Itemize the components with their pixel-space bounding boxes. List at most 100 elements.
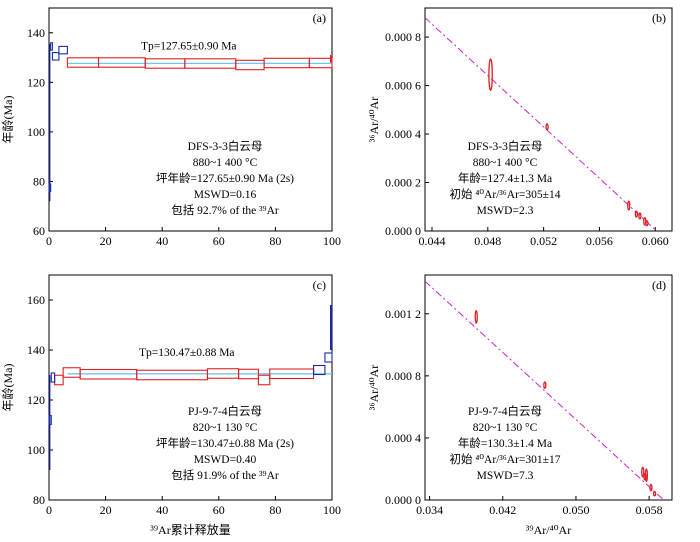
data-ellipse bbox=[638, 212, 642, 220]
plateau-step bbox=[54, 374, 64, 386]
plateau-step bbox=[136, 369, 209, 381]
plateau-step bbox=[66, 57, 100, 68]
y-axis-label: 年龄(Ma) bbox=[1, 364, 15, 412]
annotation-line: 820~1 130 °C bbox=[473, 422, 538, 434]
data-ellipse bbox=[649, 483, 653, 492]
panel-label: (c) bbox=[313, 278, 326, 292]
excluded-step bbox=[50, 42, 53, 51]
plateau-label: Tp=130.47±0.88 Ma bbox=[139, 347, 235, 359]
excluded-step bbox=[324, 352, 333, 363]
excluded-step bbox=[50, 372, 56, 383]
plot-frame bbox=[424, 274, 673, 501]
x-tick-label: 0.048 bbox=[474, 234, 501, 248]
data-ellipse bbox=[545, 123, 549, 131]
x-tick-label: 0 bbox=[46, 503, 52, 517]
annotation-line: MSWD=2.3 bbox=[477, 205, 534, 217]
annotation-line: MSWD=7.3 bbox=[477, 470, 534, 482]
annotation-line: DFS-3-3白云母 bbox=[468, 139, 543, 153]
x-tick-label: 0.056 bbox=[586, 234, 613, 248]
plot-frame bbox=[48, 7, 333, 232]
annotation-line: DFS-3-3白云母 bbox=[188, 139, 263, 153]
x-axis-label: ³⁹Ar/⁴⁰Ar bbox=[526, 523, 571, 537]
y-tick-label: 0.000 8 bbox=[385, 30, 421, 44]
x-axis-label: ³⁹Ar累计释放量 bbox=[150, 522, 230, 537]
y-tick-label: 0.001 2 bbox=[385, 307, 421, 321]
y-tick-label: 0.000 8 bbox=[385, 369, 421, 383]
plateau-step bbox=[235, 59, 265, 71]
annotation-line: 880~1 400 °C bbox=[193, 157, 258, 169]
data-ellipse bbox=[627, 200, 631, 211]
annotation-line: 包括 92.7% of the ³⁹Ar bbox=[171, 203, 279, 217]
x-tick-label: 0.034 bbox=[416, 503, 443, 517]
annotation-line: PJ-9-7-4白云母 bbox=[468, 404, 542, 418]
x-tick-label: 0.050 bbox=[562, 503, 589, 517]
y-axis-label: ³⁶Ar/⁴⁰Ar bbox=[367, 365, 381, 410]
panel-b: 0.044 0.048 0.052 0.056 0.060 0.000 0 0.000 2 0… bbox=[367, 7, 673, 248]
x-tick-label: 100 bbox=[323, 234, 341, 248]
plot-frame bbox=[48, 274, 333, 501]
y-tick-label: 60 bbox=[33, 224, 45, 238]
x-tick-label: 100 bbox=[323, 503, 341, 517]
annotation-line: 包括 91.9% of the ³⁹Ar bbox=[171, 468, 279, 482]
panel-label: (a) bbox=[313, 11, 326, 25]
x-tick-label: 40 bbox=[156, 503, 168, 517]
isochron-fit-line bbox=[424, 280, 665, 501]
annotation-line: PJ-9-7-4白云母 bbox=[188, 404, 262, 418]
data-ellipse bbox=[474, 310, 478, 324]
x-tick-label: 20 bbox=[100, 234, 112, 248]
x-tick-label: 20 bbox=[100, 503, 112, 517]
panel-label: (b) bbox=[652, 11, 666, 25]
y-tick-label: 0.000 6 bbox=[385, 79, 421, 93]
y-tick-label: 0.000 4 bbox=[385, 431, 421, 445]
x-tick-label: 0.042 bbox=[489, 503, 516, 517]
y-tick-label: 100 bbox=[27, 443, 45, 457]
y-tick-label: 80 bbox=[33, 493, 45, 507]
y-tick-label: 0.000 4 bbox=[385, 127, 421, 141]
y-tick-label: 0.000 2 bbox=[385, 176, 421, 190]
annotation-line: 坪年龄=130.47±0.88 Ma (2s) bbox=[156, 436, 294, 450]
x-tick-label: 0.052 bbox=[530, 234, 557, 248]
annotation-line: MSWD=0.40 bbox=[194, 454, 257, 466]
x-tick-label: 0.058 bbox=[636, 503, 663, 517]
y-tick-label: 80 bbox=[33, 174, 45, 188]
panel-c: 0 20 40 60 80 100 80 100 120 140 160 (c) 年龄(Ma) ³⁹Ar累… bbox=[1, 274, 341, 537]
annotation-line: 年龄=127.4±1.3 Ma bbox=[458, 171, 552, 185]
annotation-line: 880~1 400 °C bbox=[473, 157, 538, 169]
panel-d: 0.034 0.042 0.050 0.058 0.000 0 0.000 4 0.000 … bbox=[367, 274, 673, 537]
data-ellipse bbox=[644, 468, 649, 483]
data-ellipse bbox=[652, 491, 657, 497]
x-tick-label: 80 bbox=[269, 234, 281, 248]
x-tick-label: 0.044 bbox=[418, 234, 445, 248]
data-ellipse bbox=[634, 210, 639, 218]
plot-frame bbox=[424, 7, 673, 232]
excluded-step bbox=[51, 52, 60, 61]
data-ellipse bbox=[543, 381, 547, 389]
plateau-step bbox=[257, 374, 271, 386]
annotation-line: 坪年龄=127.65±0.90 Ma (2s) bbox=[156, 171, 294, 185]
y-tick-label: 160 bbox=[27, 293, 45, 307]
x-tick-label: 80 bbox=[269, 503, 281, 517]
y-tick-label: 140 bbox=[27, 343, 45, 357]
plateau-step bbox=[238, 368, 259, 380]
data-ellipse bbox=[641, 466, 645, 478]
x-tick-label: 0 bbox=[46, 234, 52, 248]
panel-a: 0 20 40 60 80 100 60 80 100 120 140 (a) 年龄(Ma) Tp=127… bbox=[1, 7, 341, 248]
data-ellipse bbox=[488, 58, 493, 92]
excluded-step bbox=[313, 364, 326, 376]
plateau-step bbox=[97, 57, 146, 68]
y-tick-label: 100 bbox=[27, 125, 45, 139]
x-tick-label: 40 bbox=[156, 234, 168, 248]
y-tick-label: 140 bbox=[27, 26, 45, 40]
y-tick-label: 120 bbox=[27, 75, 45, 89]
x-tick-label: 0.060 bbox=[642, 234, 669, 248]
plateau-step bbox=[308, 57, 333, 69]
y-tick-label: 0.000 0 bbox=[385, 224, 421, 238]
y-tick-label: 0.000 0 bbox=[385, 493, 421, 507]
y-axis-label: 年龄(Ma) bbox=[1, 96, 15, 144]
annotation-line: MSWD=0.16 bbox=[194, 189, 257, 201]
x-tick-label: 60 bbox=[213, 503, 225, 517]
plateau-label: Tp=127.65±0.90 Ma bbox=[141, 40, 237, 52]
y-tick-label: 120 bbox=[27, 393, 45, 407]
plateau-step bbox=[62, 367, 81, 378]
